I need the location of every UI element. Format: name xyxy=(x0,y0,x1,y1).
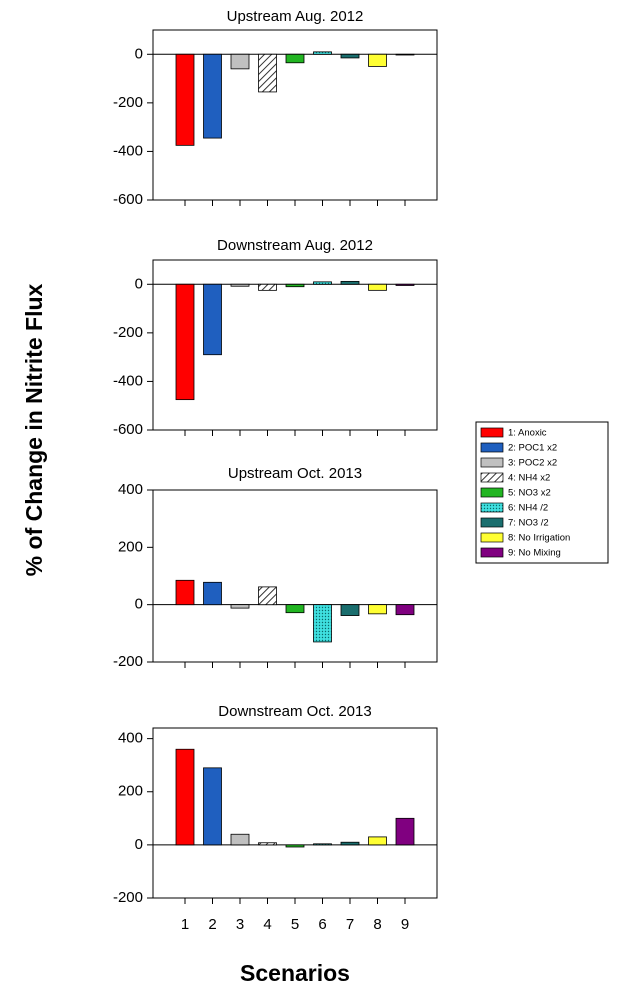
y-tick-label: 200 xyxy=(118,538,143,555)
legend-swatch xyxy=(480,502,504,513)
y-axis-label: % of Change in Nitrite Flux xyxy=(21,283,47,576)
y-tick-label: -600 xyxy=(113,191,143,208)
legend-swatch xyxy=(480,427,504,438)
bar xyxy=(368,836,387,846)
x-tick-label: 3 xyxy=(236,916,244,933)
legend-label: 7: NO3 /2 xyxy=(508,518,549,529)
legend-swatch xyxy=(480,442,504,453)
x-tick-label: 6 xyxy=(318,916,326,933)
legend-swatch xyxy=(480,457,504,468)
bar xyxy=(285,604,305,614)
legend-label: 5: NO3 x2 xyxy=(508,488,551,499)
y-tick-label: -200 xyxy=(113,889,143,906)
bar xyxy=(368,283,387,291)
legend-swatch xyxy=(480,517,504,528)
bar xyxy=(203,767,222,846)
bar xyxy=(368,604,387,615)
plot-frame xyxy=(152,489,438,663)
x-tick-label: 5 xyxy=(291,916,299,933)
bar xyxy=(258,283,277,291)
chart-title: Downstream Aug. 2012 xyxy=(217,237,373,254)
x-tick-label: 9 xyxy=(401,916,409,933)
y-tick-label: -200 xyxy=(113,653,143,670)
bar xyxy=(340,280,360,285)
y-tick-label: 400 xyxy=(118,730,143,747)
y-tick-label: -400 xyxy=(113,142,143,159)
bar xyxy=(313,843,332,846)
legend-swatch xyxy=(480,532,504,543)
y-tick-label: -200 xyxy=(113,324,143,341)
bar xyxy=(203,581,222,606)
legend-label: 2: POC1 x2 xyxy=(508,443,557,454)
x-tick-label: 1 xyxy=(181,916,189,933)
y-tick-label: 0 xyxy=(135,596,143,613)
legend-label: 8: No Irrigation xyxy=(508,533,570,544)
legend-swatch xyxy=(480,547,504,558)
bar xyxy=(230,604,250,609)
bar xyxy=(395,604,415,616)
bar xyxy=(313,604,332,643)
y-tick-label: -400 xyxy=(113,372,143,389)
legend-label: 4: NH4 x2 xyxy=(508,473,550,484)
x-tick-label: 8 xyxy=(373,916,381,933)
bar xyxy=(175,283,195,401)
y-tick-label: 0 xyxy=(135,836,143,853)
legend-label: 1: Anoxic xyxy=(508,428,547,439)
bar xyxy=(368,53,387,67)
bar xyxy=(203,53,222,139)
legend-label: 3: POC2 x2 xyxy=(508,458,557,469)
chart-title: Upstream Aug. 2012 xyxy=(227,8,364,25)
legend-swatch xyxy=(480,472,504,483)
x-axis-label: Scenarios xyxy=(240,960,350,986)
bar xyxy=(175,579,195,606)
bar xyxy=(340,841,360,846)
bar xyxy=(395,817,415,846)
x-tick-label: 4 xyxy=(263,916,271,933)
legend-label: 6: NH4 /2 xyxy=(508,503,548,514)
bar xyxy=(258,842,277,846)
y-tick-label: 200 xyxy=(118,783,143,800)
bar xyxy=(230,53,250,70)
y-tick-label: -200 xyxy=(113,94,143,111)
bar xyxy=(258,586,277,606)
bar xyxy=(203,283,222,356)
bar xyxy=(175,53,195,146)
bar xyxy=(285,844,305,848)
bar xyxy=(313,51,332,55)
bar xyxy=(258,53,277,93)
bar xyxy=(395,283,415,286)
bar xyxy=(285,283,305,288)
bar xyxy=(230,833,250,846)
y-tick-label: 400 xyxy=(118,481,143,498)
y-tick-label: -600 xyxy=(113,421,143,438)
plot-frame xyxy=(152,727,438,899)
legend-swatch xyxy=(480,487,504,498)
y-tick-label: 0 xyxy=(135,45,143,62)
chart-title: Upstream Oct. 2013 xyxy=(228,465,362,482)
x-tick-label: 2 xyxy=(208,916,216,933)
bar xyxy=(340,53,360,59)
legend-label: 9: No Mixing xyxy=(508,548,561,559)
y-tick-label: 0 xyxy=(135,275,143,292)
x-tick-label: 7 xyxy=(346,916,354,933)
bar xyxy=(175,748,195,846)
bar xyxy=(340,604,360,616)
bar xyxy=(230,283,250,287)
chart-title: Downstream Oct. 2013 xyxy=(218,703,371,720)
bar xyxy=(313,281,332,285)
bar xyxy=(395,53,415,56)
bar xyxy=(285,53,305,64)
